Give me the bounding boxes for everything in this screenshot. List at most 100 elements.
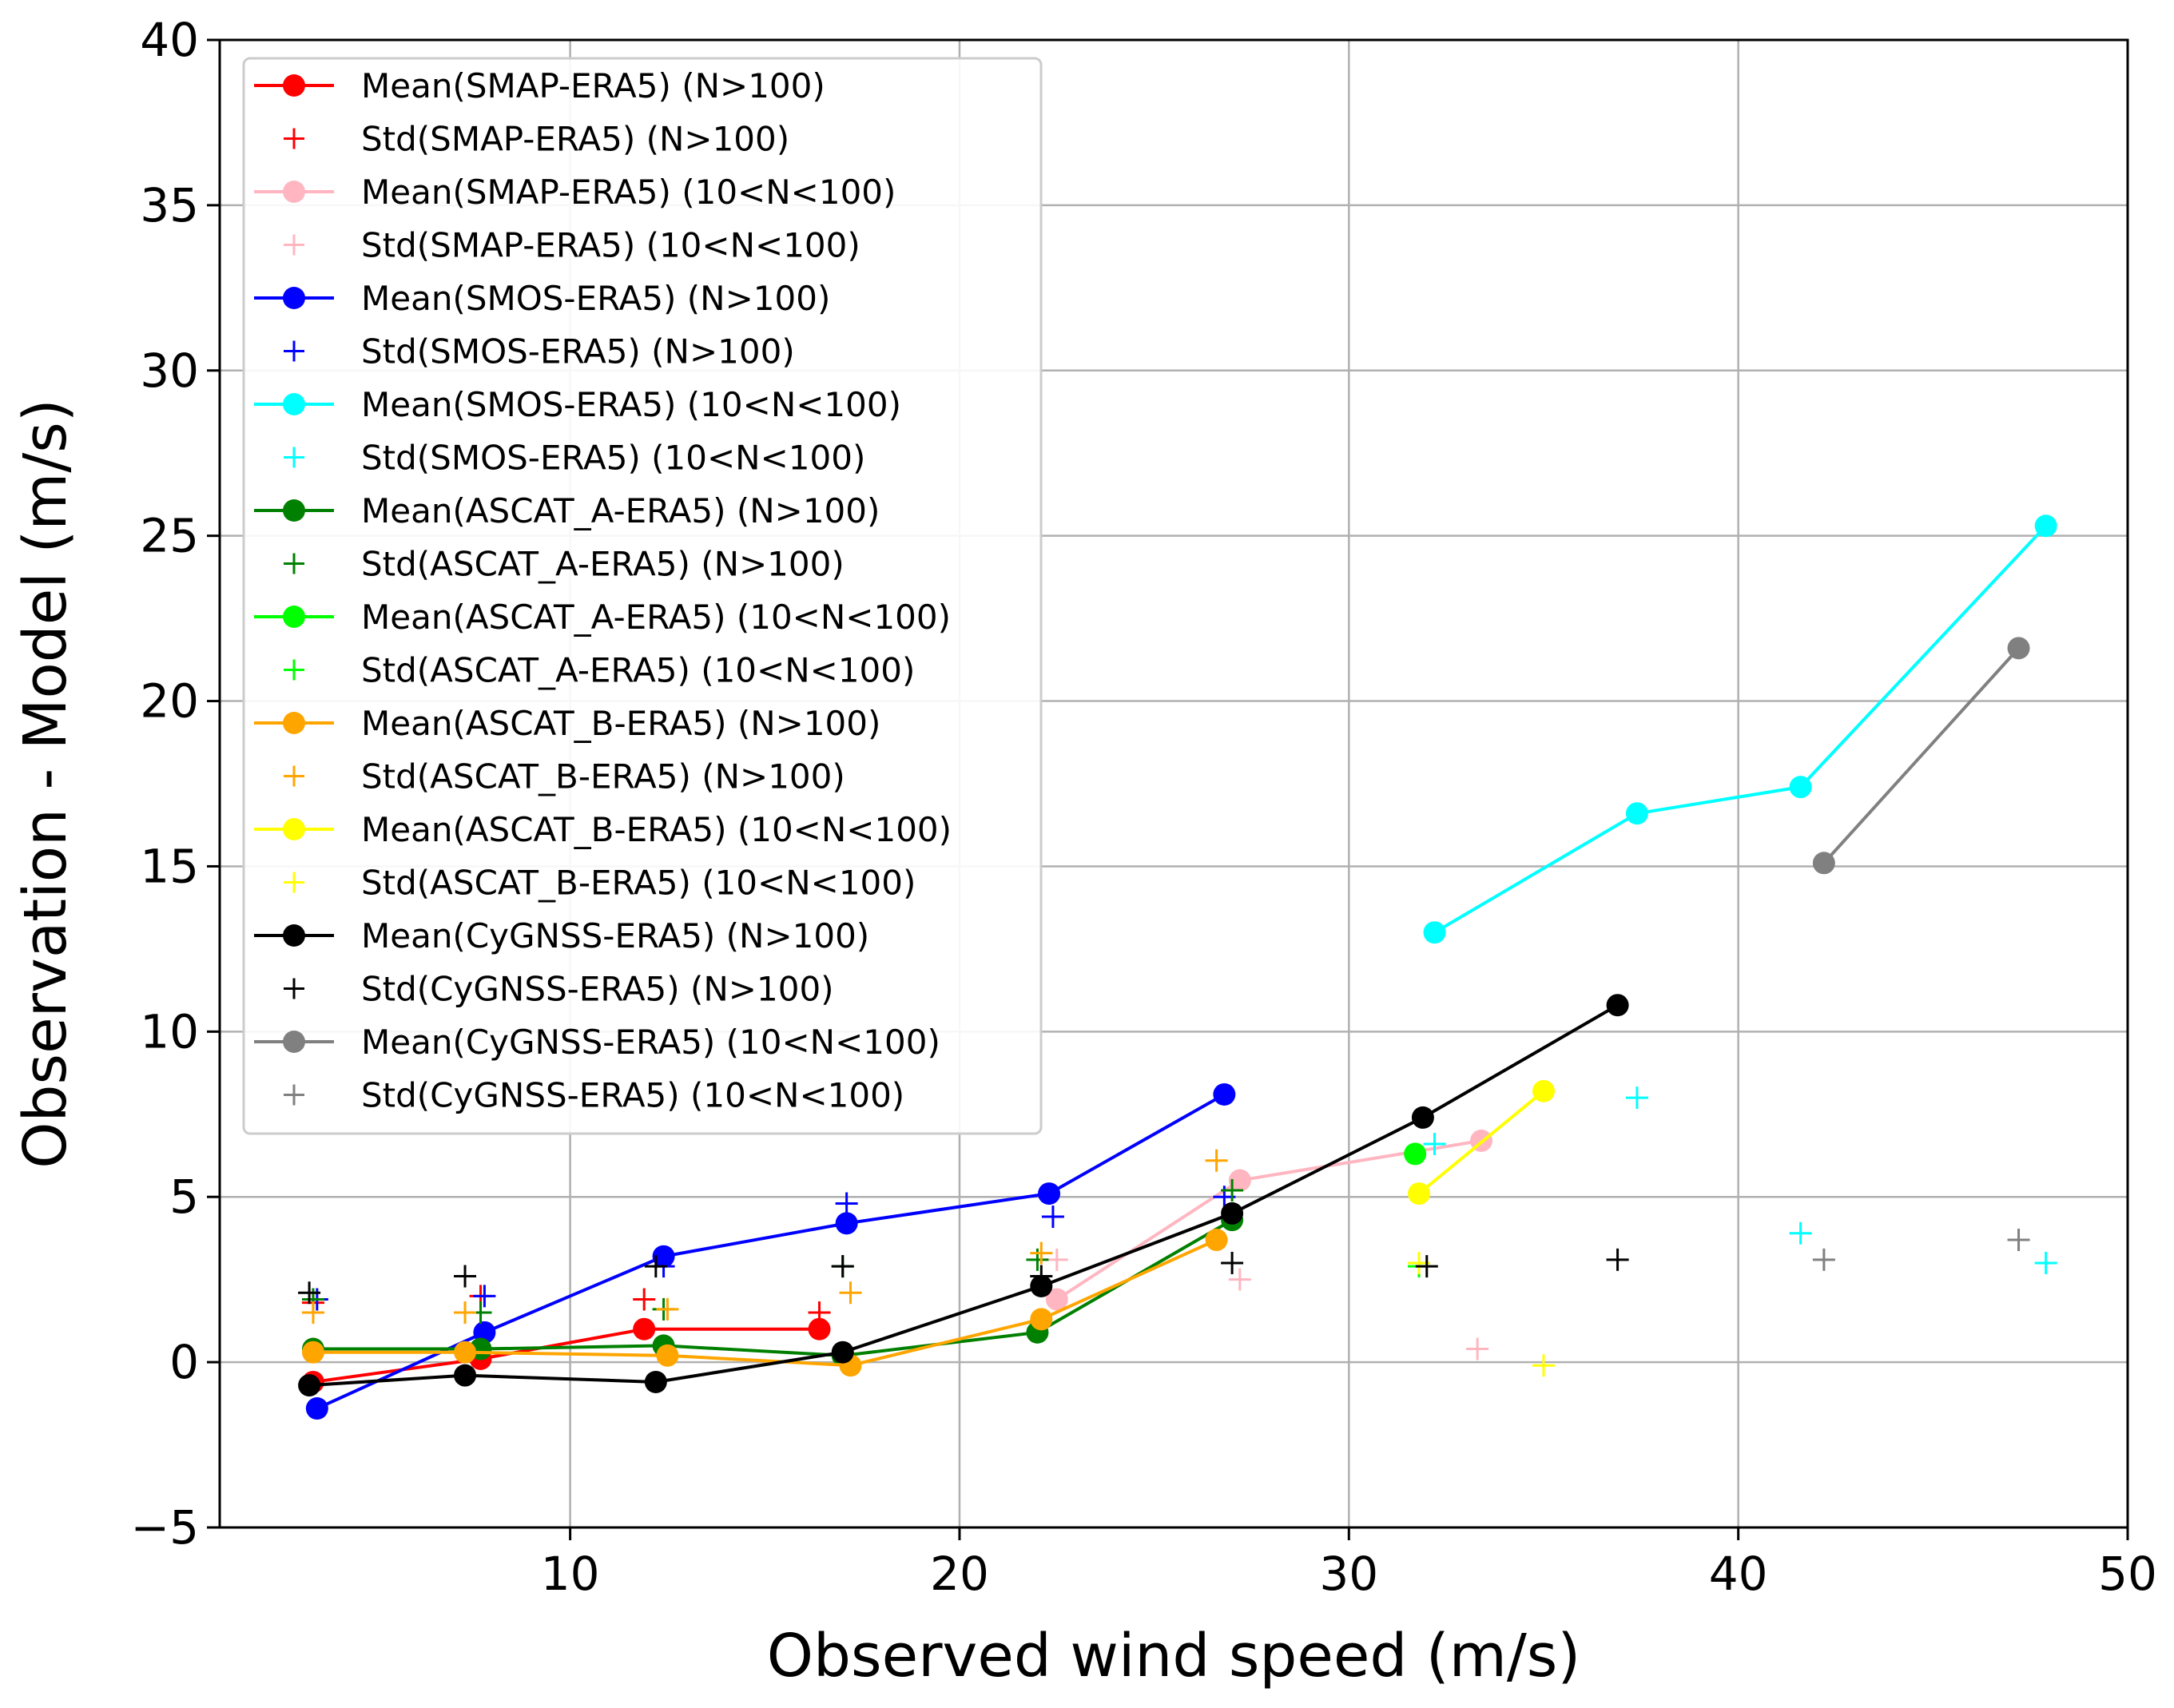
legend-item: Std(SMAP-ERA5) (10<N<100): [284, 226, 860, 265]
std-point: [633, 1288, 656, 1311]
legend-marker: [284, 978, 304, 999]
legend-label: Mean(SMAP-ERA5) (10<N<100): [361, 173, 896, 212]
std-point: [1030, 1241, 1053, 1265]
y-tick-label: 25: [140, 509, 199, 563]
y-tick-label: 0: [169, 1335, 199, 1389]
mean-point: [808, 1317, 831, 1341]
legend-marker: [283, 818, 305, 840]
legend-marker: [283, 181, 305, 203]
std-point: [1228, 1268, 1251, 1291]
std-point: [1041, 1206, 1064, 1229]
legend-label: Mean(SMOS-ERA5) (10<N<100): [361, 385, 901, 424]
mean-line: [308, 1003, 1619, 1388]
mean-point: [2034, 514, 2057, 538]
mean-line: [312, 1327, 820, 1384]
y-tick-label: 40: [140, 13, 199, 67]
std-point: [1606, 1248, 1629, 1271]
legend-label: Mean(ASCAT_A-ERA5) (10<N<100): [361, 598, 951, 637]
legend-label: Std(ASCAT_A-ERA5) (N>100): [361, 545, 845, 584]
mean-point: [1205, 1229, 1228, 1252]
mean-point: [1423, 921, 1446, 944]
legend-marker: [283, 287, 305, 309]
series-6: [1423, 514, 2057, 944]
legend-label: Mean(ASCAT_B-ERA5) (10<N<100): [361, 810, 952, 849]
legend-marker: [283, 499, 305, 522]
std-point: [1415, 1255, 1438, 1278]
x-tick-label: 40: [1709, 1547, 1768, 1601]
series-12: [301, 1229, 1228, 1377]
std-point: [839, 1281, 862, 1305]
x-tick-label: 10: [541, 1547, 600, 1601]
plot-frame: [218, 38, 2129, 1529]
std-point: [644, 1255, 667, 1278]
mean-line: [1822, 647, 2021, 864]
legend-item: Std(ASCAT_A-ERA5) (10<N<100): [284, 651, 915, 690]
legend-label: Std(ASCAT_B-ERA5) (10<N<100): [361, 864, 916, 903]
legend-item: Mean(CyGNSS-ERA5) (10<N<100): [254, 1023, 940, 1062]
mean-point: [1228, 1169, 1251, 1192]
legend-label: Mean(ASCAT_B-ERA5) (N>100): [361, 704, 880, 743]
x-tick-label: 20: [930, 1547, 989, 1601]
std-point: [1812, 1248, 1835, 1271]
legend-item: Std(CyGNSS-ERA5) (10<N<100): [284, 1076, 904, 1115]
std-point: [1789, 1221, 1812, 1245]
mean-line: [312, 1238, 1218, 1368]
legend-marker: [284, 128, 304, 149]
mean-point: [1404, 1142, 1427, 1166]
legend-label: Std(SMOS-ERA5) (N>100): [361, 332, 795, 371]
legend-label: Mean(CyGNSS-ERA5) (N>100): [361, 916, 869, 955]
legend-item: Mean(ASCAT_B-ERA5) (10<N<100): [254, 810, 952, 849]
series-10: [1404, 1142, 1427, 1166]
std-point: [1030, 1265, 1053, 1288]
series-2: [1045, 1129, 1493, 1311]
std-point: [831, 1255, 854, 1278]
std-point: [1625, 1086, 1648, 1110]
legend-label: Std(CyGNSS-ERA5) (N>100): [361, 970, 834, 1009]
mean-point: [835, 1212, 858, 1235]
x-tick-label: 50: [2098, 1547, 2157, 1601]
mean-point: [1038, 1182, 1061, 1206]
legend-label: Mean(SMOS-ERA5) (N>100): [361, 279, 830, 318]
mean-point: [454, 1341, 477, 1364]
legend-item: Mean(ASCAT_B-ERA5) (N>100): [254, 704, 880, 743]
mean-line: [1433, 524, 2048, 934]
legend-item: Mean(CyGNSS-ERA5) (N>100): [254, 916, 869, 955]
legend-item: Std(SMOS-ERA5) (10<N<100): [284, 439, 865, 478]
legend-item: Mean(SMOS-ERA5) (10<N<100): [254, 385, 901, 424]
series-3: [1045, 1248, 1489, 1360]
legend-marker: [283, 606, 305, 628]
legend-marker: [284, 447, 304, 468]
std-point: [1045, 1248, 1068, 1271]
legend-label: Std(SMAP-ERA5) (N>100): [361, 120, 789, 159]
mean-point: [1789, 776, 1812, 799]
mean-point: [1213, 1082, 1236, 1106]
legend-item: Std(ASCAT_B-ERA5) (10<N<100): [284, 864, 916, 903]
x-axis-title: Observed wind speed (m/s): [767, 1622, 1580, 1690]
series-7: [1423, 1086, 2057, 1274]
series-18: [1812, 637, 2030, 875]
std-point: [2034, 1251, 2057, 1274]
legend-label: Std(ASCAT_A-ERA5) (10<N<100): [361, 651, 915, 690]
legend-label: Std(CyGNSS-ERA5) (10<N<100): [361, 1076, 904, 1115]
legend-marker: [283, 74, 305, 97]
std-point: [454, 1265, 477, 1288]
mean-point: [1606, 994, 1629, 1017]
series-layer: [298, 514, 2057, 1420]
legend-item: Std(ASCAT_A-ERA5) (N>100): [284, 545, 845, 584]
std-point: [454, 1301, 477, 1325]
mean-line: [1417, 1090, 1545, 1195]
legend-marker: [284, 340, 304, 362]
y-tick-label: 5: [169, 1170, 199, 1224]
mean-point: [301, 1341, 324, 1364]
axis-ticks: 10 20 30 40 50 −5 0 5 10 15 20 25 30 35 40: [131, 13, 2157, 1601]
mean-point: [1408, 1182, 1431, 1206]
mean-point: [454, 1364, 477, 1387]
legend-label: Std(SMOS-ERA5) (10<N<100): [361, 439, 865, 478]
legend-marker: [284, 765, 304, 787]
std-point: [301, 1301, 324, 1325]
series-14: [1408, 1079, 1555, 1206]
y-tick-label: 35: [140, 178, 199, 232]
x-tick-label: 30: [1319, 1547, 1378, 1601]
